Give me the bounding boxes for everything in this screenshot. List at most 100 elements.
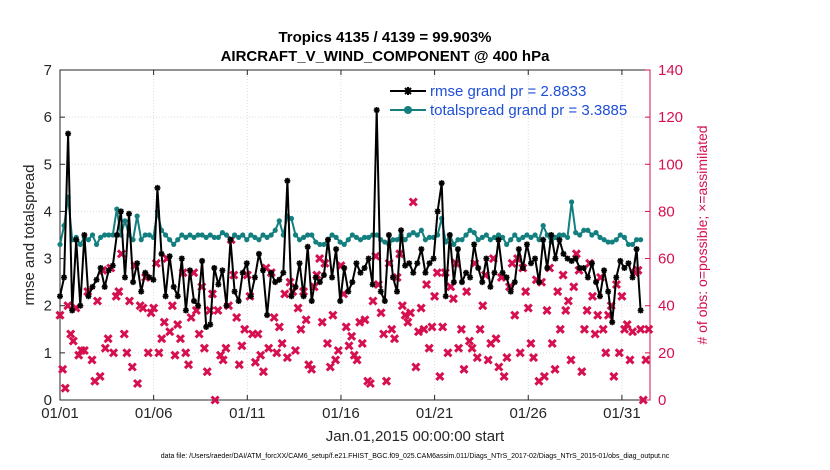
obs-count-point	[143, 348, 153, 358]
obs-count-point	[173, 320, 183, 330]
y-tick-label: 1	[44, 345, 52, 362]
totalspread-point	[309, 232, 315, 238]
rmse-point	[617, 257, 624, 264]
obs-count-point	[210, 395, 220, 405]
obs-count-point	[438, 322, 448, 332]
obs-count-point	[590, 329, 600, 339]
totalspread-point	[520, 234, 526, 240]
rmse-point	[471, 241, 478, 248]
y2-tick-label: 120	[658, 109, 683, 126]
rmse-point	[170, 283, 177, 290]
obs-count-point	[293, 303, 303, 313]
totalspread-point	[256, 237, 262, 243]
rmse-point	[398, 227, 405, 234]
rmse-point	[174, 293, 181, 300]
obs-count-point	[183, 360, 194, 370]
rmse-point	[564, 255, 571, 262]
y2-tick-label: 140	[658, 62, 683, 79]
x-axis-label: Jan.01,2015 00:00:00 start	[326, 428, 505, 445]
totalspread-point	[499, 234, 506, 240]
rmse-point	[308, 298, 315, 304]
totalspread-point	[138, 237, 144, 243]
rmse-point	[446, 232, 453, 238]
totalspread-point	[390, 237, 396, 243]
obs-count-point	[601, 348, 611, 358]
y-tick-label: 3	[44, 251, 52, 268]
totalspread-point	[365, 234, 372, 240]
obs-count-point	[277, 338, 287, 348]
rmse-point	[369, 281, 376, 288]
rmse-point	[463, 269, 470, 276]
rmse-point	[97, 265, 104, 271]
obs-count-point	[274, 322, 284, 332]
x-tick-label: 01/31	[603, 405, 641, 422]
rmse-point	[467, 274, 474, 281]
rmse-point	[288, 293, 295, 300]
rmse-point	[57, 293, 63, 300]
rmse-point	[146, 274, 153, 281]
obs-count-point	[617, 291, 627, 301]
totalspread-point	[451, 241, 457, 248]
rmse-point	[190, 298, 197, 304]
legend: rmse grand pr = 2.8833 totalspread grand…	[390, 83, 627, 119]
obs-count-point	[638, 395, 648, 405]
totalspread-point	[581, 227, 587, 233]
rmse-point	[260, 267, 267, 274]
obs-count-point	[389, 334, 400, 344]
obs-count-point	[542, 305, 552, 315]
rmse-point	[345, 288, 352, 295]
rmse-point	[113, 232, 120, 238]
obs-count-point	[264, 343, 274, 353]
obs-count-point	[127, 362, 137, 372]
rmse-point	[540, 236, 547, 243]
totalspread-point	[260, 232, 266, 238]
obs-count-point	[170, 350, 180, 360]
rmse-point	[491, 269, 498, 276]
obs-count-point	[330, 355, 341, 365]
rmse-point	[560, 250, 567, 257]
rmse-point	[101, 283, 108, 290]
rmse-point	[601, 267, 608, 274]
rmse-point	[276, 276, 283, 283]
totalspread-point	[593, 230, 599, 236]
obs-count-point	[306, 364, 317, 374]
obs-count-point	[475, 324, 485, 334]
obs-count-point	[462, 287, 472, 297]
rmse-point	[65, 130, 72, 137]
rmse-point	[621, 265, 628, 271]
totalspread-point	[77, 241, 83, 248]
rmse-point	[519, 265, 526, 271]
totalspread-point	[633, 237, 640, 243]
y-tick-label: 5	[44, 156, 52, 173]
totalspread-point	[179, 232, 185, 238]
rmse-point	[69, 307, 76, 314]
obs-count-point	[234, 360, 244, 370]
totalspread-point	[292, 232, 299, 238]
rmse-point	[609, 319, 616, 326]
obs-count-point	[494, 362, 504, 372]
obs-count-point	[464, 336, 475, 346]
x-tick-label: 01/01	[41, 405, 79, 422]
totalspread-point	[524, 232, 530, 238]
rmse-point	[357, 269, 364, 276]
obs-count-point	[109, 348, 119, 358]
totalspread-point	[85, 237, 92, 243]
rmse-point	[361, 265, 368, 271]
totalspread-point	[422, 237, 429, 243]
obs-count-point	[333, 345, 343, 356]
obs-count-point	[587, 291, 598, 301]
totalspread-point	[528, 234, 534, 240]
obs-count-point	[528, 353, 539, 363]
rmse-point	[292, 283, 299, 290]
obs-count-point	[355, 317, 365, 327]
obs-count-point	[186, 312, 196, 323]
totalspread-point	[418, 227, 424, 233]
totalspread-point	[487, 237, 494, 243]
obs-count-point	[149, 303, 159, 313]
rmse-point	[247, 293, 254, 300]
obs-count-point	[365, 378, 375, 389]
rmse-point	[410, 269, 417, 276]
obs-count-point	[408, 197, 418, 207]
rmse-point	[219, 267, 226, 274]
rmse-point	[572, 255, 579, 262]
